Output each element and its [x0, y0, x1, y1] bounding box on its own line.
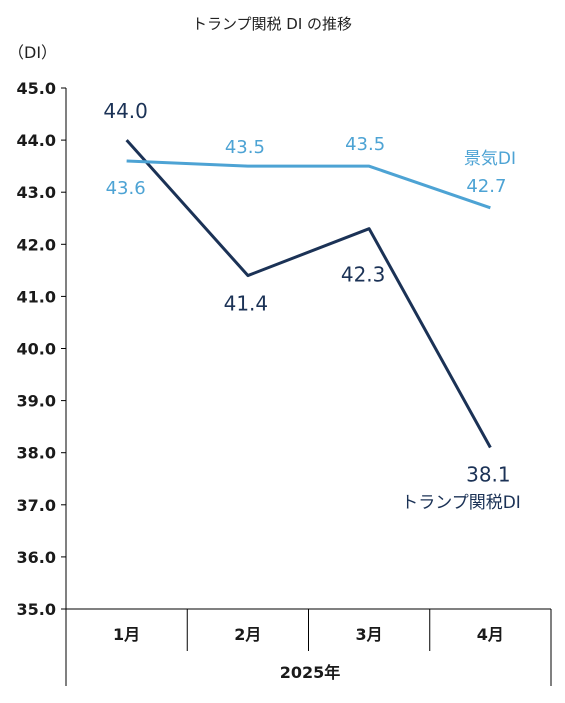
data-label-business-di: 42.7	[466, 176, 506, 197]
chart-title: トランプ関税 DI の推移	[192, 15, 352, 33]
data-label-tariff-di: 41.4	[224, 292, 269, 316]
y-tick-label: 44.0	[17, 131, 56, 150]
data-label-business-di: 43.6	[106, 178, 146, 199]
y-tick-label: 43.0	[17, 183, 56, 202]
y-axis-unit-label: （DI）	[8, 43, 57, 62]
series-line-business-di	[126, 159, 491, 210]
series-group	[125, 139, 492, 449]
x-tick-label: 2月	[234, 625, 261, 644]
axes	[65, 88, 552, 686]
x-tick-label: 4月	[477, 625, 504, 644]
data-label-tariff-di: 42.3	[341, 263, 386, 287]
data-label-tariff-di: 38.1	[466, 462, 511, 486]
x-tick-label: 3月	[356, 625, 383, 644]
series-labels: トランプ関税DI 景気DI	[401, 149, 521, 513]
y-axis-ticks: 35.0 36.0 37.0 38.0 39.0 40.0 41.0 42.0 43.0 44.0…	[17, 79, 66, 619]
x-axis-categories: 1月 2月 3月 4月	[113, 625, 504, 644]
y-tick-label: 36.0	[17, 548, 56, 567]
y-tick-label: 35.0	[17, 600, 56, 619]
y-tick-label: 39.0	[17, 392, 56, 411]
x-tick-label: 1月	[113, 625, 140, 644]
series-name-tariff-di: トランプ関税DI	[401, 493, 521, 513]
data-label-business-di: 43.5	[345, 134, 385, 155]
data-label-business-di: 43.5	[225, 137, 265, 158]
data-label-tariff-di: 44.0	[103, 99, 148, 123]
y-tick-label: 38.0	[17, 444, 56, 463]
series-name-business-di: 景気DI	[464, 149, 516, 169]
x-axis-year-label: 2025年	[280, 663, 341, 682]
series-line-tariff-di	[125, 139, 492, 449]
y-tick-label: 41.0	[17, 287, 56, 306]
data-labels: 44.0 41.4 42.3 38.1 43.6 43.5 43.5 42.7	[103, 99, 510, 486]
y-tick-label: 45.0	[17, 79, 56, 98]
y-tick-label: 42.0	[17, 235, 56, 254]
y-tick-label: 40.0	[17, 340, 56, 359]
y-tick-label: 37.0	[17, 496, 56, 515]
